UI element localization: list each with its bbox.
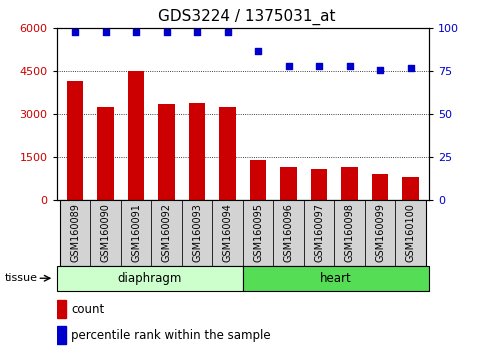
Text: GSM160100: GSM160100: [406, 203, 416, 262]
Bar: [97, 107, 114, 200]
Bar: [273, 200, 304, 266]
Point: [407, 65, 415, 71]
Bar: [182, 200, 212, 266]
Bar: [402, 177, 419, 200]
Point: [315, 63, 323, 69]
Text: GSM160095: GSM160095: [253, 203, 263, 262]
Point: [346, 63, 353, 69]
Bar: [212, 200, 243, 266]
Point: [71, 29, 79, 35]
Bar: [158, 104, 175, 200]
Bar: [365, 200, 395, 266]
Bar: [121, 200, 151, 266]
Point: [224, 29, 232, 35]
Bar: [189, 103, 206, 200]
Text: GSM160093: GSM160093: [192, 203, 202, 262]
Point: [284, 63, 292, 69]
Text: heart: heart: [320, 272, 352, 285]
Bar: [60, 200, 90, 266]
Text: count: count: [71, 303, 105, 316]
Bar: [372, 174, 388, 200]
Bar: [243, 266, 429, 291]
Text: GSM160089: GSM160089: [70, 203, 80, 262]
Bar: [57, 300, 66, 318]
Bar: [280, 167, 297, 200]
Text: diaphragm: diaphragm: [117, 272, 182, 285]
Text: GDS3224 / 1375031_at: GDS3224 / 1375031_at: [158, 9, 335, 25]
Bar: [151, 200, 182, 266]
Text: GSM160090: GSM160090: [101, 203, 110, 262]
Bar: [57, 326, 66, 344]
Point: [102, 29, 109, 35]
Text: GSM160097: GSM160097: [314, 203, 324, 262]
Point: [132, 29, 140, 35]
Text: tissue: tissue: [5, 273, 38, 283]
Bar: [67, 81, 83, 200]
Bar: [57, 266, 243, 291]
Bar: [334, 200, 365, 266]
Bar: [311, 169, 327, 200]
Text: GSM160094: GSM160094: [222, 203, 233, 262]
Bar: [243, 200, 273, 266]
Bar: [249, 160, 266, 200]
Point: [254, 48, 262, 53]
Text: GSM160091: GSM160091: [131, 203, 141, 262]
Bar: [128, 71, 144, 200]
Text: GSM160099: GSM160099: [375, 203, 385, 262]
Bar: [219, 107, 236, 200]
Bar: [341, 167, 358, 200]
Bar: [304, 200, 334, 266]
Bar: [90, 200, 121, 266]
Text: GSM160092: GSM160092: [162, 203, 172, 262]
Text: GSM160096: GSM160096: [283, 203, 293, 262]
Point: [376, 67, 384, 72]
Point: [163, 29, 171, 35]
Point: [193, 29, 201, 35]
Text: GSM160098: GSM160098: [345, 203, 354, 262]
Bar: [395, 200, 426, 266]
Text: percentile rank within the sample: percentile rank within the sample: [71, 329, 271, 342]
